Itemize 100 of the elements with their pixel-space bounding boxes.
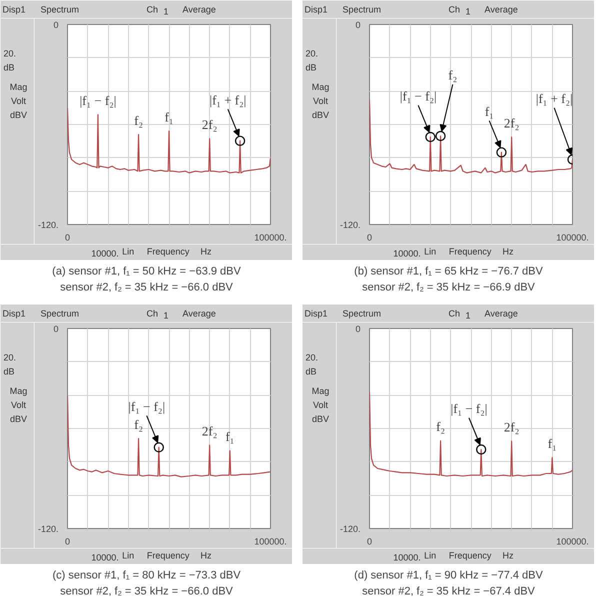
y-tick-label: -120. bbox=[340, 524, 360, 534]
text: 1 bbox=[466, 6, 471, 16]
text: 20. bbox=[306, 352, 318, 362]
text: Spectrum bbox=[40, 4, 80, 14]
text: Mag bbox=[312, 82, 330, 92]
x-tick-label: 0 bbox=[366, 536, 372, 546]
line-series bbox=[68, 107, 270, 174]
text: Mag bbox=[10, 82, 28, 92]
annotation: |f₁ − f₂| bbox=[450, 401, 488, 416]
x-axis-title: Frequency bbox=[448, 246, 492, 256]
text: Lin bbox=[122, 550, 134, 560]
text: Hz bbox=[502, 550, 514, 560]
text: Volt bbox=[312, 96, 329, 106]
annotation: 2f₂ bbox=[504, 420, 520, 434]
annotation: |f₁ − f₂| bbox=[80, 93, 116, 108]
x-tick-label: 0 bbox=[64, 232, 70, 242]
y-tick-label: 0 bbox=[53, 20, 59, 30]
text: 1 bbox=[164, 310, 169, 320]
text: Average bbox=[484, 308, 518, 318]
annotation: f₂ bbox=[134, 112, 143, 128]
text: 10000. bbox=[91, 248, 119, 258]
text: (a) sensor #1, f₁ = 50 kHz = −63.9 dBV bbox=[52, 266, 242, 278]
text: (c) sensor #1, f₁ = 80 kHz = −73.3 dBV bbox=[52, 570, 242, 582]
annotation: f₁ bbox=[484, 104, 494, 119]
annotation: |f₁ − f₂| bbox=[400, 88, 437, 104]
text: 10000. bbox=[393, 552, 421, 562]
text: Volt bbox=[10, 400, 27, 410]
annotation: f₂ bbox=[134, 416, 143, 432]
text: 10000. bbox=[393, 248, 421, 258]
point bbox=[496, 147, 507, 158]
text: Lin bbox=[122, 246, 134, 256]
text: 20. bbox=[4, 48, 16, 58]
annotation: f₁ bbox=[225, 429, 234, 444]
text: Ch bbox=[146, 4, 158, 14]
text: dBV bbox=[312, 414, 330, 424]
text: (b) sensor #1, f₁ = 65 kHz = −76.7 dBV bbox=[354, 266, 544, 278]
text: Average bbox=[484, 4, 518, 14]
y-tick-label: 0 bbox=[355, 324, 361, 334]
annotation: |f₁ + f₂| bbox=[209, 92, 246, 108]
text: Disp1 bbox=[2, 4, 26, 14]
line-series bbox=[68, 394, 270, 478]
text: Hz bbox=[502, 246, 514, 256]
y-tick-label: -120. bbox=[340, 220, 360, 230]
text: Mag bbox=[10, 386, 28, 396]
text: 20. bbox=[4, 352, 16, 362]
text: Volt bbox=[312, 400, 329, 410]
text: (d) sensor #1, f₁ = 90 kHz = −77.4 dBV bbox=[354, 570, 544, 582]
text: 20. bbox=[306, 48, 318, 58]
annotation: 2f₂ bbox=[202, 424, 218, 438]
text: Disp1 bbox=[304, 308, 328, 318]
text: Ch bbox=[448, 308, 460, 318]
text: dB bbox=[4, 366, 15, 376]
y-tick-label: -120. bbox=[38, 524, 58, 534]
x-tick-label: 100000. bbox=[254, 232, 287, 242]
annotation: f₁ bbox=[548, 436, 557, 451]
text: dBV bbox=[10, 414, 28, 424]
text: Volt bbox=[10, 96, 27, 106]
text: dB bbox=[4, 62, 15, 72]
text: Average bbox=[182, 308, 216, 318]
text: Disp1 bbox=[304, 4, 328, 14]
text: sensor #2, f₂ = 35 kHz = −66.9 dBV bbox=[362, 282, 536, 294]
point bbox=[425, 132, 436, 142]
annotation: |f₁ − f₂| bbox=[128, 399, 166, 414]
text: Spectrum bbox=[40, 308, 80, 318]
annotation: f₂ bbox=[448, 68, 458, 83]
annotation: 2f₂ bbox=[504, 115, 520, 130]
point bbox=[435, 130, 446, 142]
text: Lin bbox=[424, 246, 436, 256]
text: 1 bbox=[466, 310, 471, 320]
text: sensor #2, f₂ = 35 kHz = −67.4 dBV bbox=[362, 586, 536, 598]
text: Mag bbox=[312, 386, 330, 396]
line-series bbox=[370, 391, 572, 477]
text: Ch bbox=[448, 4, 460, 14]
text: Hz bbox=[200, 550, 212, 560]
annotation: 2f₂ bbox=[202, 117, 218, 132]
text: Disp1 bbox=[2, 308, 26, 318]
text: Average bbox=[182, 4, 216, 14]
text: sensor #2, f₂ = 35 kHz = −66.0 dBV bbox=[60, 282, 234, 294]
x-tick-label: 0 bbox=[64, 536, 70, 546]
text: dBV bbox=[10, 110, 28, 120]
annotation: f₂ bbox=[436, 419, 445, 434]
x-tick-label: 0 bbox=[366, 232, 372, 242]
annotation: f₁ bbox=[164, 109, 174, 124]
x-tick-label: 100000. bbox=[254, 536, 287, 546]
text: dB bbox=[306, 366, 317, 376]
y-tick-label: 0 bbox=[53, 324, 59, 334]
x-axis-title: Frequency bbox=[146, 246, 190, 256]
text: 10000. bbox=[91, 552, 119, 562]
annotation: |f₁ + f₂| bbox=[536, 91, 573, 106]
text: 1 bbox=[164, 6, 169, 16]
x-axis-title: Frequency bbox=[146, 550, 190, 560]
text: sensor #2, f₂ = 35 kHz = −66.0 dBV bbox=[60, 586, 234, 598]
y-tick-label: -120. bbox=[38, 220, 58, 230]
text: Hz bbox=[200, 246, 212, 256]
text: Spectrum bbox=[342, 308, 382, 318]
x-tick-label: 100000. bbox=[556, 232, 589, 242]
text: Ch bbox=[146, 308, 158, 318]
text: Lin bbox=[424, 550, 436, 560]
x-tick-label: 100000. bbox=[556, 536, 589, 546]
text: dB bbox=[306, 62, 317, 72]
